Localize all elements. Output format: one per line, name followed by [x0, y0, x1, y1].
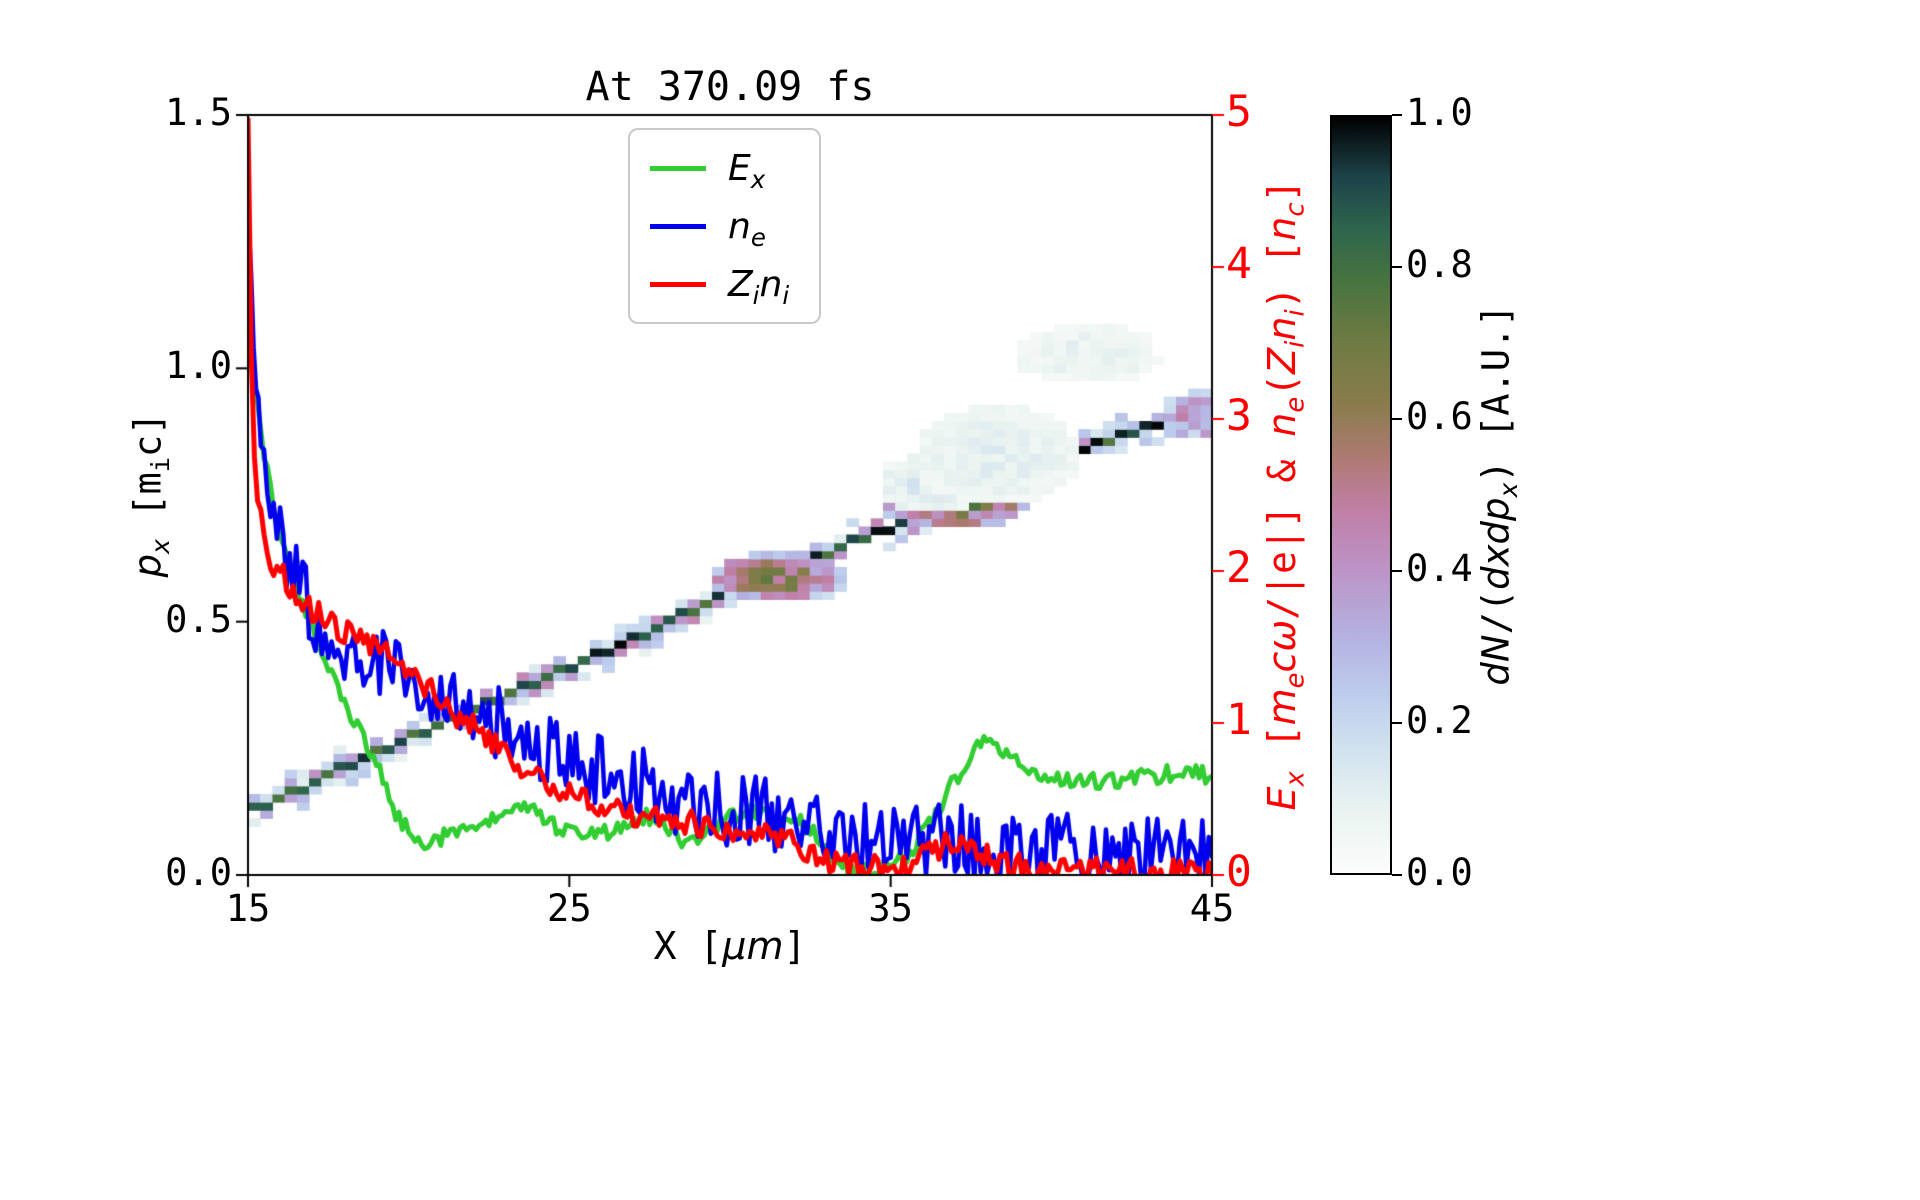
colorbar-tick-mark	[1392, 418, 1402, 420]
x-tick-label: 45	[1189, 887, 1235, 930]
y-right-tick-label: 5	[1226, 87, 1252, 137]
colorbar-tick-mark	[1392, 722, 1402, 724]
colorbar-tick-mark	[1392, 114, 1402, 116]
legend: Ex ne Zini	[628, 128, 822, 324]
colorbar-tick-label: 0.0	[1406, 851, 1473, 894]
colorbar-tick-label: 1.0	[1406, 91, 1473, 134]
legend-label: Zini	[728, 263, 790, 310]
ne-legend-line	[650, 223, 706, 229]
colorbar-tick-label: 0.2	[1406, 699, 1473, 742]
y-left-tick-label: 0.5	[165, 597, 232, 641]
colorbar-tick-mark	[1392, 874, 1402, 876]
y-left-tick-label: 1.5	[165, 91, 232, 134]
zini-legend-line	[650, 281, 706, 287]
legend-entry-ex: Ex	[650, 142, 789, 194]
x-tick-label: 25	[547, 887, 592, 930]
y-left-tick-label: 0.0	[165, 851, 232, 894]
colorbar-label: dN/(dxdpx) [A.U.]	[1474, 304, 1523, 686]
colorbar-tick-mark	[1392, 570, 1402, 572]
x-tick-label: 15	[225, 887, 271, 930]
y-left-tick-label: 1.0	[165, 344, 232, 388]
y-right-tick-label: 4	[1226, 239, 1252, 289]
plot-title: At 370.09 fs	[585, 64, 875, 110]
colorbar	[1330, 115, 1392, 875]
colorbar-tick-label: 0.4	[1406, 547, 1473, 590]
colorbar-tick-label: 0.8	[1406, 243, 1473, 286]
y-right-tick-label: 2	[1226, 543, 1252, 593]
x-tick-label: 35	[868, 887, 913, 930]
y-right-tick-label: 3	[1226, 391, 1252, 441]
legend-entry-zini: Zini	[650, 258, 789, 310]
y-right-tick-label: 0	[1226, 847, 1252, 897]
legend-entry-ne: ne	[650, 200, 789, 252]
y-axis-label-left: px [mic]	[126, 412, 175, 578]
legend-label: Ex	[728, 147, 766, 194]
colorbar-tick-mark	[1392, 266, 1402, 268]
y-axis-label-right: Ex [mecω/|e|] & ne(Zini) [nc]	[1260, 179, 1311, 811]
legend-label: ne	[728, 205, 766, 252]
ex-legend-line	[650, 165, 706, 171]
y-right-tick-label: 1	[1226, 695, 1252, 745]
colorbar-tick-label: 0.6	[1406, 395, 1473, 438]
x-axis-label: X [μm]	[653, 924, 807, 968]
